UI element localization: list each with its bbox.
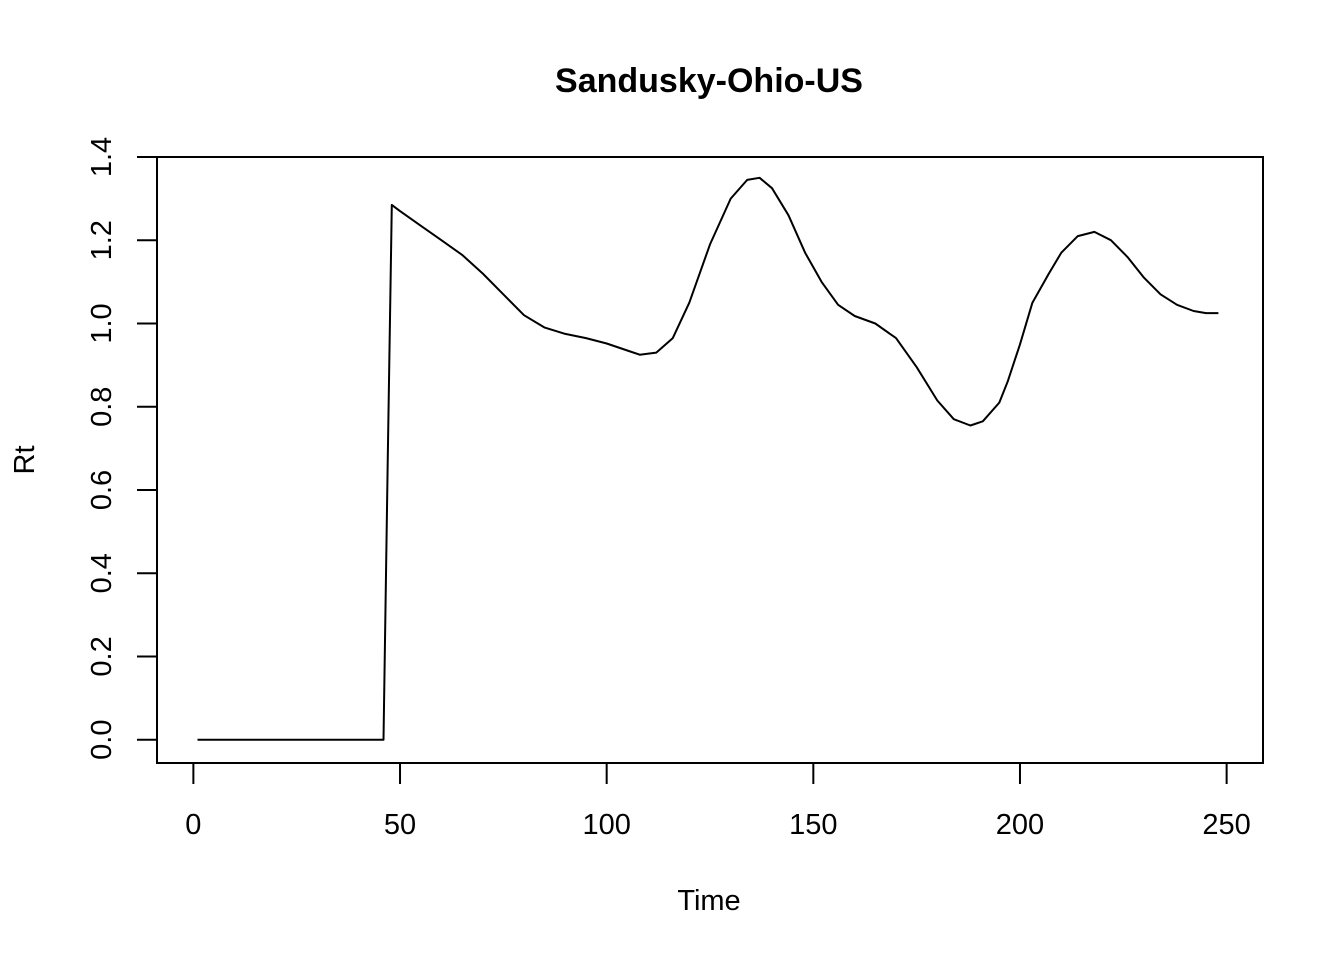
y-tick-label: 1.2	[86, 220, 118, 260]
x-tick-label: 100	[582, 809, 630, 841]
y-tick-label: 0.8	[86, 387, 118, 427]
x-axis-label: Time	[677, 885, 740, 917]
rt-series-line	[198, 178, 1219, 740]
y-tick-label: 1.0	[86, 303, 118, 343]
x-tick-label: 250	[1202, 809, 1250, 841]
y-tick-label: 1.4	[86, 137, 118, 177]
chart-title: Sandusky-Ohio-US	[555, 62, 863, 100]
plot-frame	[157, 157, 1263, 763]
y-axis-label: Rt	[9, 446, 41, 475]
x-tick-label: 0	[185, 809, 201, 841]
y-tick-label: 0.2	[86, 636, 118, 676]
x-tick-label: 50	[384, 809, 416, 841]
x-axis: 0 50 100 150 200 250	[185, 763, 1251, 841]
x-tick-label: 200	[996, 809, 1044, 841]
y-tick-label: 0.4	[86, 553, 118, 593]
y-tick-label: 0.6	[86, 470, 118, 510]
y-axis: 0.0 0.2 0.4 0.6 0.8 1.0 1.2 1.4	[86, 137, 157, 760]
x-tick-label: 150	[789, 809, 837, 841]
y-tick-label: 0.0	[86, 720, 118, 760]
